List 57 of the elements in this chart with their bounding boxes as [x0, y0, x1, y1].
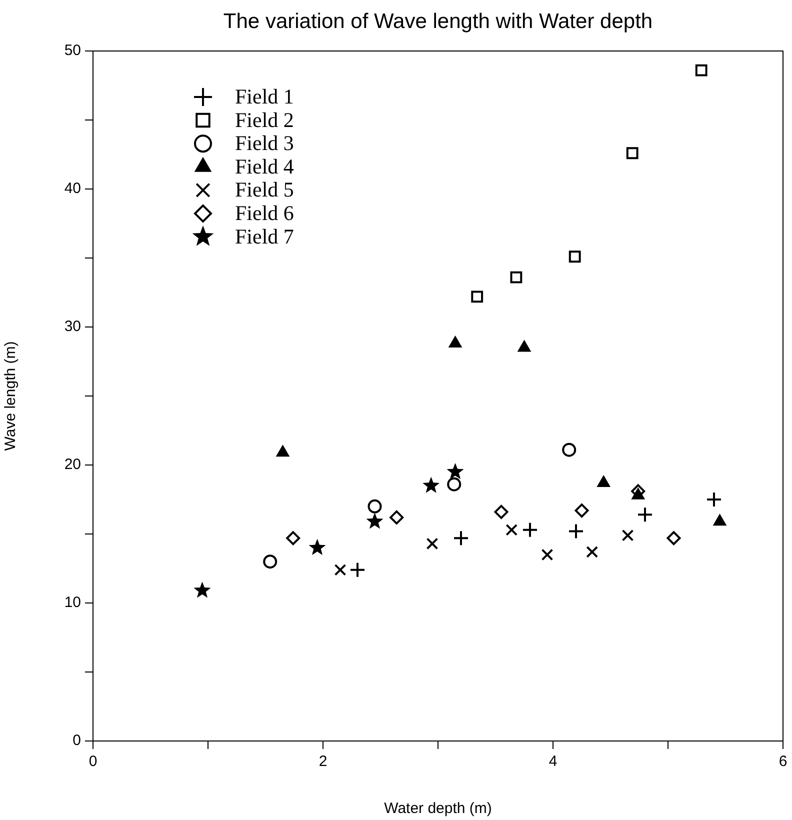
point [562, 442, 576, 457]
legend-label: Field 7 [235, 224, 294, 248]
point [574, 504, 589, 518]
point [350, 562, 366, 578]
point [597, 476, 610, 487]
point [308, 539, 326, 555]
legend-label: Field 1 [235, 84, 294, 109]
legend-label: Field 6 [235, 201, 294, 226]
point [506, 524, 518, 536]
point [568, 523, 584, 540]
x-tick-label: 0 [88, 753, 98, 770]
point [263, 554, 278, 569]
point [453, 530, 469, 546]
x-tick-label: 4 [548, 753, 558, 770]
point [446, 463, 464, 479]
point [194, 582, 211, 598]
y-tick-label: 40 [64, 180, 81, 198]
point [626, 147, 638, 160]
point [568, 250, 581, 263]
point [522, 522, 538, 538]
y-tick-label: 20 [64, 456, 81, 474]
point [422, 476, 440, 493]
point [637, 506, 653, 523]
point [541, 548, 554, 561]
point [447, 477, 462, 492]
point [494, 504, 508, 519]
y-tick-label: 0 [72, 732, 81, 750]
point [714, 514, 726, 526]
point [334, 564, 346, 576]
point [471, 290, 484, 303]
point [518, 340, 530, 352]
point [449, 336, 462, 348]
legend-label: Field 5 [235, 178, 294, 202]
point [622, 529, 634, 542]
point [276, 446, 289, 457]
point [426, 538, 438, 550]
legend-label: Field 3 [235, 131, 294, 156]
y-axis-title: Wave length (m) [2, 341, 20, 451]
y-tick-label: 10 [64, 594, 81, 612]
point [390, 510, 404, 524]
legend-label: Field 4 [235, 154, 294, 178]
point [510, 271, 522, 284]
chart-title: The variation of Wave length with Water depth [223, 10, 653, 33]
y-tick-label: 30 [64, 318, 81, 336]
x-axis-title: Water depth (m) [384, 800, 492, 818]
point [586, 546, 598, 558]
x-tick-label: 2 [318, 753, 328, 770]
point [706, 492, 722, 508]
x-tick-label: 6 [778, 753, 788, 770]
point [632, 488, 644, 500]
point [666, 531, 681, 546]
point [366, 512, 384, 529]
y-tick-label: 50 [64, 42, 81, 60]
point [695, 64, 708, 76]
point [368, 499, 382, 514]
point [286, 531, 300, 546]
legend-label: Field 2 [235, 108, 294, 132]
